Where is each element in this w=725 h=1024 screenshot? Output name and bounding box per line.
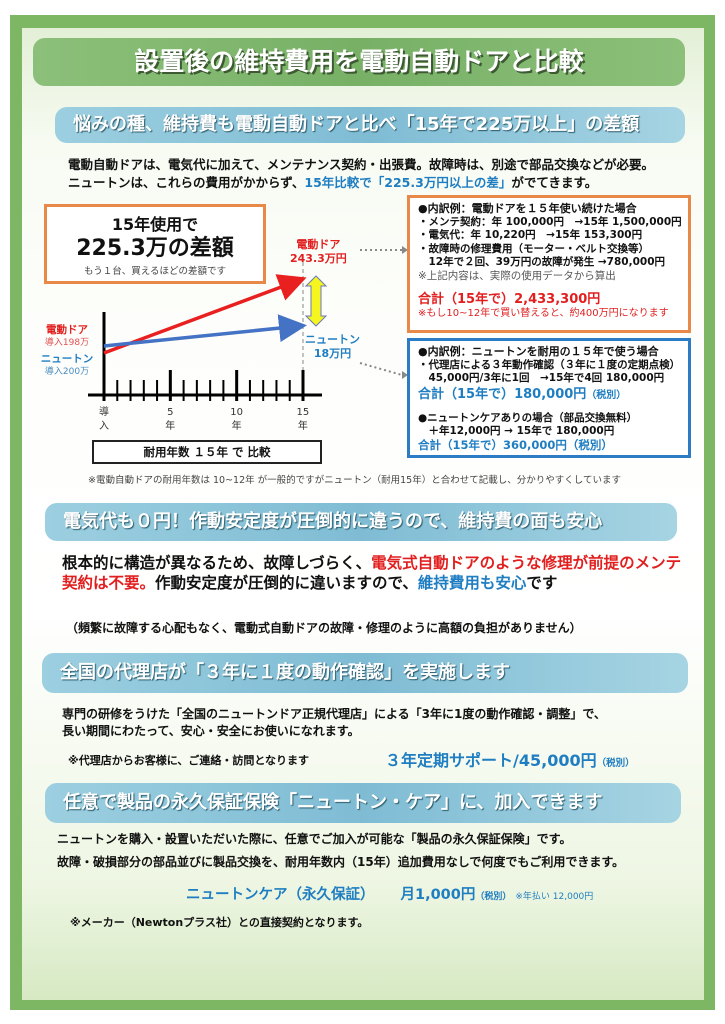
diagram-caption: 耐用年数 １５年 で 比較	[92, 440, 322, 464]
section4-heading: 任意で製品の永久保証保険「ニュートン・ケア」に、加入できます	[45, 783, 681, 823]
section2-note: （頻繁に故障する心配もなく、電動式自動ドアの故障・修理のように高額の負担がありま…	[66, 621, 582, 635]
plan: ニュートンケア（永久保証）	[186, 887, 375, 903]
summary-line1: 15年使用で	[111, 215, 199, 234]
box-item: 45,000円/3年に1回 →15年で4回 180,000円	[418, 372, 665, 384]
newton-cost-line	[103, 314, 307, 348]
section3-line2: 長い期間にわたって、安心・安全にお使いになれます。	[62, 724, 360, 738]
electric-total-note: ※もし10~12年で買い替えると、約400万円になります	[418, 307, 669, 319]
summary-box: 15年使用で 225.3万の差額 もう１台、買えるほどの差額です	[44, 204, 266, 284]
section4-line2: 故障・破損部分の部品並びに製品交換を、耐用年数内（15年）追加費用なしで何度でも…	[57, 855, 625, 869]
section3-line1: 専門の研修をうけた「全国のニュートンドア正規代理店」による「3年に1度の動作確認…	[62, 707, 606, 721]
highlight-blue: 維持費用も安心	[417, 574, 527, 592]
box-item: 12年で２回、39万円の故障が発生 →780,000円	[418, 256, 666, 268]
newton-end-label: ニュートン 18万円	[305, 333, 360, 361]
electric-cost-line	[103, 274, 307, 355]
tax: （税別）	[596, 758, 635, 769]
value: 243.3万円	[290, 252, 347, 265]
electric-total: 合計（15年で）2,433,300円	[418, 292, 601, 307]
text: ニュートンは、これらの費用がかからず、	[68, 175, 305, 190]
section4-line1: ニュートンを購入・設置いただいた際に、任意でご加入が可能な「製品の永久保証保険」…	[57, 832, 572, 846]
tax: （税別）	[475, 892, 512, 902]
total: 合計（15年で）180,000円	[418, 386, 587, 402]
box-item: ・電気代：年 10,220円 →15年 153,300円	[418, 229, 643, 241]
newton-breakdown-box: ●内訳例：ニュートンを耐用の１５年で使う場合 ・代理店による３年動作確認（３年に…	[407, 338, 691, 458]
box-item: ・故障時の修理費用（モーター・ベルト交換等）	[418, 242, 649, 255]
summary-note: もう１台、買えるほどの差額です	[84, 266, 226, 277]
annual: ※年払い 12,000円	[515, 892, 594, 902]
support-price: ３年定期サポート/45,000円（税別）	[385, 747, 635, 771]
summary-amount: 225.3万の差額	[76, 236, 234, 261]
label: ニュートン	[305, 333, 360, 346]
price: 月1,000円	[400, 887, 476, 903]
box-note: ※上記内容は、実際の使用データから算出	[418, 269, 616, 282]
section3-note: ※代理店からお客様に、ご連絡・訪問となります	[68, 754, 310, 767]
box-item: ・メンテ契約：年 100,000円 →15年 1,500,000円	[418, 215, 682, 228]
care-item: ＋年12,000円 → 15年で 180,000円	[418, 425, 615, 437]
value: 18万円	[313, 347, 352, 360]
box-item: ・代理店による３年動作確認（３年に１度の定期点検）	[418, 358, 681, 371]
section1-footnote: ※電動自動ドアの耐用年数は 10~12年 が一般的ですがニュートン（耐用15年）…	[88, 475, 621, 486]
electric-label: 電動ドア	[46, 324, 88, 336]
label: 電動ドア	[296, 238, 341, 251]
year-tick-label: 10 年	[230, 407, 243, 432]
gap-double-arrow-icon	[304, 275, 328, 327]
care-heading: ●ニュートンケアありの場合（部品交換無料）	[418, 411, 638, 424]
section4-note: ※メーカー（Newtonプラス社）との直接契約となります。	[70, 916, 369, 929]
text: がでてきます。	[511, 175, 598, 190]
electric-breakdown-box: ●内訳例：電動ドアを１５年使い続けた場合 ・メンテ契約：年 100,000円 →…	[407, 195, 691, 333]
care-total: 合計（15年で）360,000円（税別）	[418, 437, 613, 452]
care-plan-price: ニュートンケア（永久保証） 月1,000円（税別） ※年払い 12,000円	[186, 883, 593, 904]
text: です	[526, 574, 558, 592]
section1-line2: ニュートンは、これらの費用がかからず、15年比較で「225.3万円以上の差」がで…	[68, 174, 597, 192]
newton-start: 導入200万	[44, 367, 90, 377]
price: ３年定期サポート/45,000円	[385, 751, 597, 770]
section2-heading: 電気代も０円！作動安定度が圧倒的に違うので、維持費の面も安心	[45, 503, 677, 541]
tick-marks	[116, 370, 305, 401]
box-heading: ●内訳例：ニュートンを耐用の１５年で使う場合	[418, 345, 659, 358]
newton-total: 合計（15年で）180,000円（税別）	[418, 386, 680, 404]
text: 根本的に構造が異なるため、故障しづらく、	[62, 554, 372, 572]
page-title: 設置後の維持費用を電動自動ドアと比較	[33, 38, 685, 86]
newton-leader-line	[359, 362, 403, 376]
pointer-icon	[402, 246, 408, 254]
electric-start: 導入198万	[44, 338, 90, 348]
year-tick-label: 導入	[99, 407, 109, 432]
newton-label: ニュートン	[40, 353, 94, 365]
highlight: 15年比較で「225.3万円以上の差」	[304, 175, 512, 190]
year-tick-label: 15 年	[296, 407, 310, 432]
section2-body: 根本的に構造が異なるため、故障しづらく、電気式自動ドアのような修理が前提のメンテ…	[62, 553, 682, 593]
box-heading: ●内訳例：電動ドアを１５年使い続けた場合	[418, 202, 637, 215]
section1-heading: 悩みの種、維持費も電動自動ドアと比べ「15年で225万以上」の差額	[55, 107, 685, 143]
electric-end-label: 電動ドア 243.3万円	[290, 238, 347, 266]
pointer-icon	[402, 371, 408, 379]
section1-line1: 電動自動ドアは、電気代に加えて、メンテナンス契約・出張費。故障時は、別途で部品交…	[68, 157, 655, 172]
cost-diagram	[88, 246, 408, 401]
start-labels: 電動ドア 導入198万 ニュートン 導入200万	[38, 324, 96, 379]
text: 作動安定度が圧倒的に違いますので、	[155, 574, 418, 592]
tax: （税別）	[586, 389, 627, 401]
section3-heading: 全国の代理店が「３年に１度の動作確認」を実施します	[42, 653, 688, 693]
highlight-red: 電気式自動ドアのような修理が前提のメンテ契約は不要。	[62, 554, 682, 592]
